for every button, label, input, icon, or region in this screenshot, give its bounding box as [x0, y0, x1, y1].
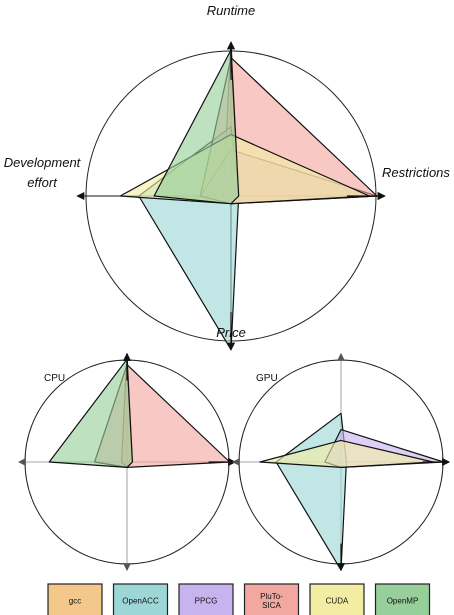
legend-swatch	[47, 583, 103, 615]
panel-title-gpu: GPU	[256, 373, 278, 384]
legend-item-cuda: CUDA	[309, 583, 365, 615]
panel-title-cpu: CPU	[44, 373, 65, 384]
radar-chart-overall: Runtime Restrictions Price Development effor…	[4, 3, 450, 351]
legend-label: gcc	[69, 597, 81, 606]
axis-label-development: Development	[4, 155, 82, 170]
radar-chart-gpu: GPU	[231, 352, 451, 572]
axis-label-runtime: Runtime	[207, 3, 255, 18]
legend-label: OpenMP	[387, 597, 419, 606]
legend-item-pluto-sica: PluTo-SICA	[243, 583, 300, 615]
legend-swatch	[178, 583, 234, 615]
legend-swatch	[112, 583, 169, 615]
legend-item-openacc: OpenACC	[112, 583, 169, 615]
legend-label: CUDA	[326, 597, 349, 606]
axis-label-price: Price	[216, 325, 246, 340]
legend-label: OpenACC	[122, 597, 159, 606]
series-polygon-openmp	[153, 49, 240, 205]
legend: gcc OpenACC PPCG PluTo-SICA CUDA OpenMP	[47, 583, 431, 615]
legend-item-gcc: gcc	[47, 583, 103, 615]
legend-item-openmp: OpenMP	[374, 583, 431, 615]
series-polygon-cuda	[259, 439, 434, 468]
legend-label: PluTo-	[260, 592, 283, 601]
series-polygon-openmp	[48, 358, 133, 468]
legend-label: PPCG	[195, 597, 218, 606]
series-polygon-openacc	[275, 412, 347, 571]
axis-label-restrictions: Restrictions	[382, 165, 450, 180]
legend-item-ppcg: PPCG	[178, 583, 234, 615]
legend-label: SICA	[262, 601, 281, 610]
legend-swatch	[243, 583, 300, 615]
radar-chart-cpu: CPU	[17, 352, 237, 572]
legend-swatch	[374, 583, 431, 615]
axis-label-effort: effort	[27, 175, 58, 190]
legend-swatch	[309, 583, 365, 615]
